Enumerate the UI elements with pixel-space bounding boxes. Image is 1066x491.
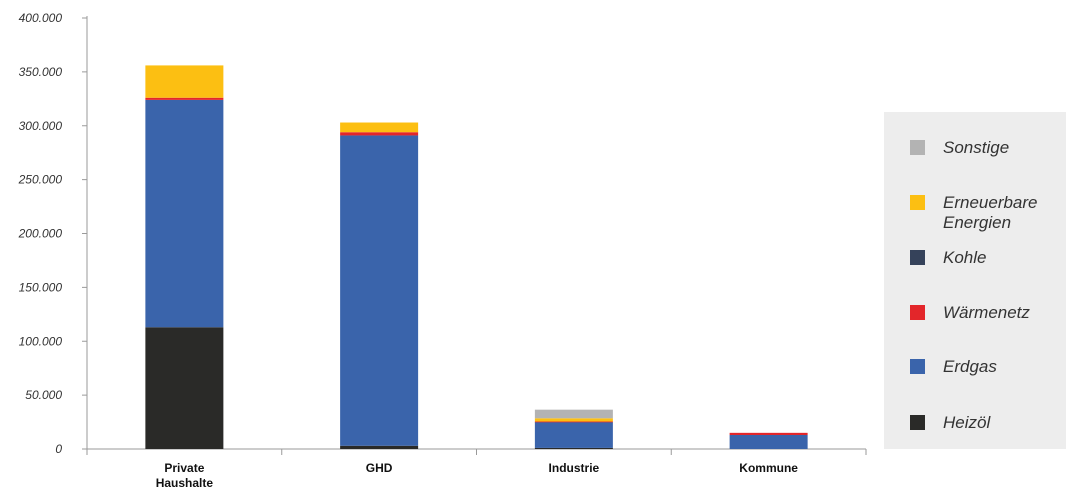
x-category-label: Haushalte (156, 476, 214, 490)
bar-segment-erneuerbare-energien (340, 122, 419, 133)
x-category-label: Industrie (549, 461, 600, 475)
bar-segment-wärmenetz (340, 132, 419, 136)
bar-segment-heizöl (145, 327, 224, 449)
y-tick-label: 250.000 (18, 173, 63, 187)
legend-swatch (910, 305, 925, 320)
legend-swatch (910, 359, 925, 374)
legend: Sonstige Erneuerbare Energien Kohle Wärmenet… (884, 112, 1066, 449)
y-tick-label: 300.000 (19, 119, 63, 133)
y-tick-labels: 0 50.000 100.000 150.000 200.000 250.000 300.0… (18, 11, 63, 456)
legend-label: Heizöl (943, 413, 991, 432)
bar-segment-sonstige (534, 409, 613, 419)
legend-item: Heizöl (910, 413, 1066, 433)
y-tick-label: 50.000 (25, 388, 62, 402)
legend-label: Erdgas (943, 357, 997, 376)
legend-item: Erdgas (910, 357, 1066, 377)
x-category-label: Private (164, 461, 204, 475)
bar-segment-erdgas (145, 99, 224, 328)
legend-label: Kohle (943, 248, 987, 267)
legend-swatch (910, 195, 925, 210)
y-tick-label: 350.000 (19, 65, 63, 79)
legend-label: Erneuerbare Energien (943, 193, 1038, 232)
y-tick-label: 400.000 (19, 11, 63, 25)
legend-swatch (910, 415, 925, 430)
legend-label: Sonstige (943, 138, 1010, 157)
bar-segment-erdgas (340, 135, 419, 446)
bar-segment-heizöl (534, 447, 613, 449)
bar-segment-erdgas (534, 422, 613, 448)
legend-label: Wärmenetz (943, 303, 1030, 322)
legend-item: Erneuerbare Energien (910, 193, 1066, 233)
bar-segment-wärmenetz (145, 97, 224, 100)
legend-swatch (910, 140, 925, 155)
bar-segment-erdgas (729, 434, 808, 449)
y-tick-label: 200.000 (18, 227, 63, 241)
y-tick-label: 100.000 (19, 334, 63, 348)
chart-bars (145, 65, 808, 449)
y-tick-label: 0 (55, 442, 62, 456)
legend-item: Kohle (910, 248, 1066, 268)
legend-swatch (910, 250, 925, 265)
bar-segment-wärmenetz (729, 432, 808, 435)
x-category-label: GHD (366, 461, 393, 475)
legend-item: Wärmenetz (910, 303, 1066, 323)
x-category-label: Kommune (739, 461, 798, 475)
y-tick-label: 150.000 (19, 280, 63, 294)
bar-segment-heizöl (340, 445, 419, 449)
bar-segment-erneuerbare-energien (534, 418, 613, 422)
bar-segment-erneuerbare-energien (145, 65, 224, 98)
bar-segment-wärmenetz (534, 421, 613, 423)
legend-item: Sonstige (910, 138, 1066, 158)
